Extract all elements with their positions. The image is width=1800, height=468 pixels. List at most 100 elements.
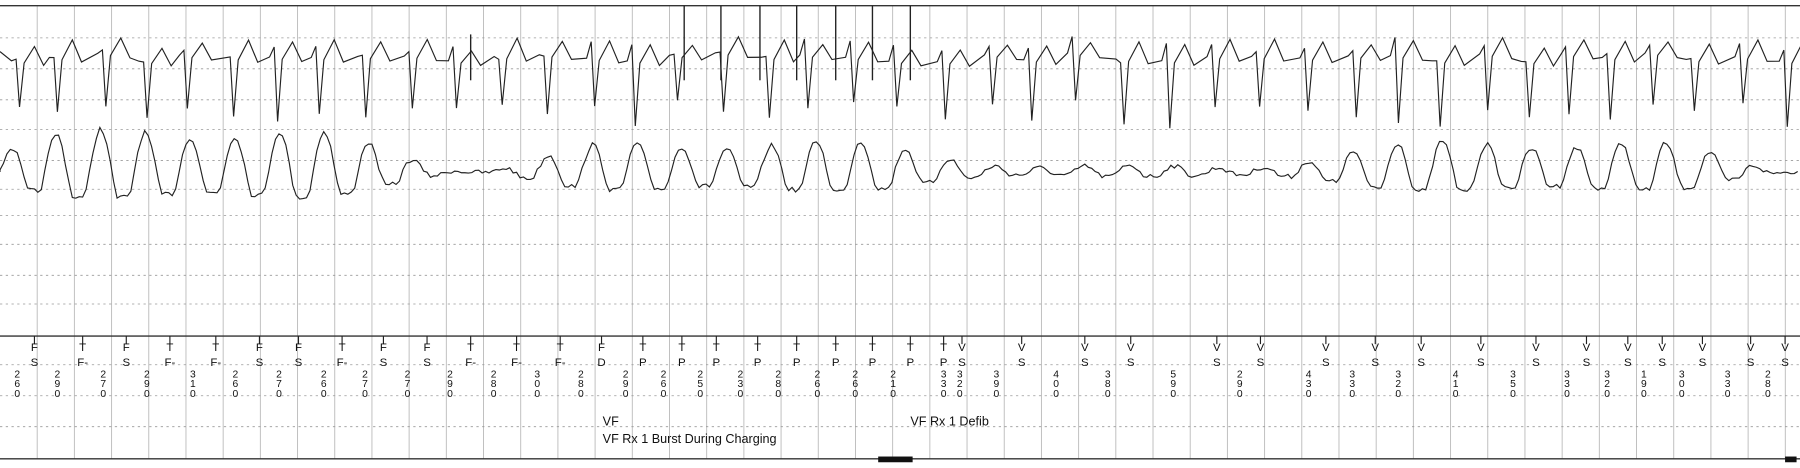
marker-label: T xyxy=(678,342,685,354)
marker-label: F xyxy=(256,342,263,354)
marker-label: V xyxy=(1417,342,1425,354)
marker-label: T xyxy=(639,342,646,354)
marker-label: P xyxy=(678,357,686,369)
marker-label: F xyxy=(598,342,605,354)
marker-label: S xyxy=(1213,357,1221,369)
interval-label: 280 xyxy=(488,369,499,399)
marker-label: D xyxy=(597,357,605,369)
interval-label: 260 xyxy=(850,369,861,399)
interval-label: 270 xyxy=(273,369,284,399)
interval-label: 290 xyxy=(444,369,455,399)
marker-label: S xyxy=(1624,357,1632,369)
marker-label: T xyxy=(467,342,474,354)
marker-label: V xyxy=(1213,342,1221,354)
annotation: VF xyxy=(603,415,619,429)
interval-label: 290 xyxy=(52,369,63,399)
interval-label: 290 xyxy=(620,369,631,399)
marker-label: S xyxy=(1658,357,1666,369)
interval-label: 300 xyxy=(1676,369,1687,399)
marker-label: P xyxy=(940,357,948,369)
marker-label: P xyxy=(639,357,647,369)
marker-label: F- xyxy=(465,357,476,369)
marker-label: S xyxy=(1322,357,1330,369)
marker-label: T xyxy=(79,342,86,354)
interval-label: 320 xyxy=(1393,369,1404,399)
interval-label: 260 xyxy=(12,369,23,399)
marker-label: F xyxy=(295,342,302,354)
ecg-trace xyxy=(0,125,1798,200)
interval-label: 270 xyxy=(98,369,109,399)
marker-label: T xyxy=(869,342,876,354)
interval-label: 330 xyxy=(1347,369,1358,399)
marker-label: V xyxy=(1081,342,1089,354)
marker-label: V xyxy=(1018,342,1026,354)
marker-label: T xyxy=(940,342,947,354)
interval-label: 260 xyxy=(230,369,241,399)
marker-label: T xyxy=(339,342,346,354)
marker-label: S xyxy=(295,357,303,369)
marker-label: F- xyxy=(337,357,348,369)
marker-label: S xyxy=(423,357,431,369)
marker-label: V xyxy=(958,342,966,354)
interval-label: 320 xyxy=(1602,369,1613,399)
marker-label: V xyxy=(1747,342,1755,354)
interval-label: 270 xyxy=(402,369,413,399)
interval-label: 290 xyxy=(141,369,152,399)
marker-label: T xyxy=(166,342,173,354)
marker-label: S xyxy=(122,357,130,369)
marker-label: P xyxy=(869,357,877,369)
interval-label: 260 xyxy=(658,369,669,399)
marker-label: S xyxy=(1477,357,1485,369)
marker-label: T xyxy=(754,342,761,354)
marker-label: F xyxy=(380,342,387,354)
marker-label: V xyxy=(1477,342,1485,354)
marker-label: S xyxy=(256,357,264,369)
interval-label: 280 xyxy=(575,369,586,399)
annotation: VF Rx 1 Defib xyxy=(910,415,989,429)
marker-label: V xyxy=(1371,342,1379,354)
marker-label: T xyxy=(713,342,720,354)
interval-label: 280 xyxy=(1762,369,1773,399)
marker-label: T xyxy=(832,342,839,354)
marker-label: S xyxy=(1371,357,1379,369)
interval-label: 250 xyxy=(695,369,706,399)
marker-label: T xyxy=(907,342,914,354)
marker-label: V xyxy=(1624,342,1632,354)
interval-label: 330 xyxy=(938,369,949,399)
marker-label: S xyxy=(1018,357,1026,369)
interval-label: 410 xyxy=(1450,369,1461,399)
marker-label: T xyxy=(212,342,219,354)
interval-label: 210 xyxy=(888,369,899,399)
marker-label: F- xyxy=(511,357,522,369)
marker-label: S xyxy=(1127,357,1135,369)
marker-label: V xyxy=(1781,342,1789,354)
interval-label: 230 xyxy=(735,369,746,399)
interval-label: 330 xyxy=(1561,369,1572,399)
marker-label: S xyxy=(1583,357,1591,369)
marker-label: V xyxy=(1699,342,1707,354)
marker-label: P xyxy=(907,357,915,369)
interval-label: 290 xyxy=(1234,369,1245,399)
interval-label: 310 xyxy=(187,369,198,399)
marker-label: S xyxy=(1257,357,1265,369)
marker-label: S xyxy=(1532,357,1540,369)
marker-label: V xyxy=(1532,342,1540,354)
marker-label: T xyxy=(513,342,520,354)
marker-label: S xyxy=(31,357,39,369)
marker-label: V xyxy=(1257,342,1265,354)
marker-label: F- xyxy=(77,357,88,369)
marker-label: T xyxy=(793,342,800,354)
interval-label: 400 xyxy=(1051,369,1062,399)
interval-label: 350 xyxy=(1508,369,1519,399)
interval-label: 270 xyxy=(360,369,371,399)
marker-label: F- xyxy=(210,357,221,369)
interval-label: 300 xyxy=(532,369,543,399)
interval-label: 190 xyxy=(1638,369,1649,399)
marker-label: P xyxy=(754,357,762,369)
interval-label: 390 xyxy=(991,369,1002,399)
traces xyxy=(0,5,1800,200)
interval-label: 380 xyxy=(1102,369,1113,399)
marker-label: V xyxy=(1583,342,1591,354)
ecg-trace xyxy=(0,35,1800,129)
